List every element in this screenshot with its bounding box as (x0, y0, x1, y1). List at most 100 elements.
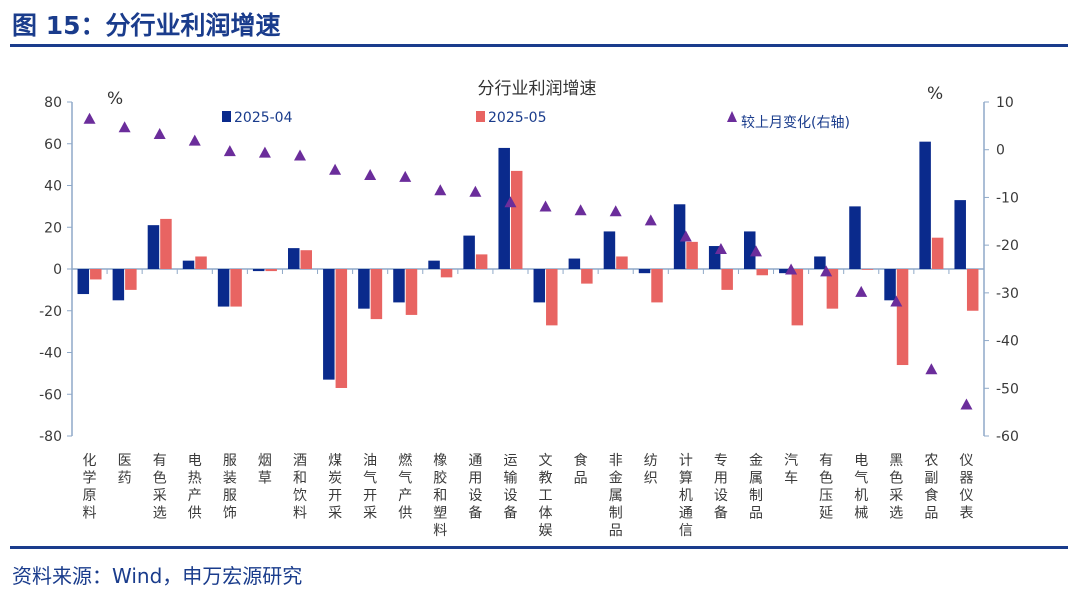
bar-2025-04-非金属制品 (603, 231, 616, 269)
legend-swatch-2025-05 (476, 111, 485, 122)
right-tick-label: 0 (996, 143, 1005, 159)
category-label-通用设备: 通用设备 (468, 453, 482, 522)
legend-swatch-2025-04 (222, 111, 231, 122)
change-point-仪器仪表 (960, 398, 973, 410)
bar-2025-05-有色采选 (160, 218, 172, 269)
change-point-橡胶和塑料 (434, 184, 447, 196)
bar-2025-04-计算机通信 (673, 204, 686, 269)
title-divider (10, 44, 1068, 47)
legend-label-2025-04: 2025-04 (234, 110, 293, 126)
change-point-酒和饮料 (294, 149, 306, 161)
bar-2025-05-服装服饰 (230, 269, 242, 307)
category-label-医药: 医药 (118, 453, 132, 487)
category-label-纺织: 纺织 (644, 453, 658, 487)
chart-title: 分行业利润增速 (478, 79, 597, 99)
bars (77, 141, 979, 388)
bar-2025-04-烟草 (252, 269, 265, 272)
change-points (83, 112, 973, 410)
category-label-燃气产供: 燃气产供 (398, 452, 412, 522)
left-unit: % (107, 89, 123, 109)
bar-2025-05-汽车 (791, 269, 804, 326)
right-tick-label: 10 (996, 95, 1014, 111)
category-label-文教工体娱: 文教工体娱 (539, 453, 553, 539)
bar-2025-04-有色采选 (147, 225, 160, 269)
category-label-专用设备: 专用设备 (714, 453, 728, 522)
left-tick-label: -20 (39, 304, 62, 320)
category-label-有色采选: 有色采选 (153, 453, 167, 522)
bar-2025-04-燃气产供 (393, 269, 405, 303)
bar-2025-04-电热产供 (182, 260, 195, 269)
category-label-农副食品: 农副食品 (924, 453, 938, 522)
figure-title: 图 15：分行业利润增速 (12, 11, 281, 40)
bar-2025-05-黑色采选 (896, 269, 909, 366)
bar-2025-05-仪器仪表 (966, 269, 979, 311)
left-tick-label: 0 (53, 262, 62, 278)
category-label-非金属制品: 非金属制品 (609, 453, 623, 539)
bar-2025-04-煤炭开采 (323, 269, 335, 380)
category-label-电热产供: 电热产供 (188, 453, 202, 522)
bar-2025-05-专用设备 (721, 269, 733, 290)
bar-2025-04-电气机械 (849, 206, 861, 269)
change-point-电热产供 (188, 134, 201, 146)
right-tick-label: -50 (996, 381, 1019, 397)
left-tick-label: -40 (39, 346, 62, 362)
bar-2025-04-服装服饰 (217, 269, 230, 307)
bar-2025-05-金属制品 (756, 269, 768, 276)
bar-2025-05-农副食品 (931, 237, 944, 269)
category-label-运输设备: 运输设备 (503, 453, 517, 522)
bar-2025-05-烟草 (265, 269, 277, 272)
change-point-煤炭开采 (329, 163, 342, 175)
left-tick-label: 60 (44, 137, 62, 153)
bar-2025-04-纺织 (638, 269, 651, 274)
change-point-计算机通信 (679, 230, 692, 242)
bar-2025-05-橡胶和塑料 (440, 269, 453, 278)
category-label-油气开采: 油气开采 (363, 453, 377, 522)
change-point-金属制品 (750, 245, 762, 257)
change-point-服装服饰 (223, 145, 236, 157)
category-label-化学原料: 化学原料 (83, 453, 97, 522)
right-tick-label: -40 (996, 334, 1019, 350)
bar-2025-04-金属制品 (744, 231, 756, 269)
bar-2025-04-专用设备 (708, 246, 721, 269)
bar-2025-05-运输设备 (510, 170, 523, 269)
legend-label-change: 较上月变化(右轴) (741, 115, 850, 131)
change-point-医药 (118, 121, 131, 133)
category-label-金属制品: 金属制品 (749, 453, 763, 522)
bar-2025-04-文教工体娱 (533, 269, 546, 303)
right-tick-label: -10 (996, 190, 1019, 206)
bar-2025-05-酒和饮料 (300, 250, 312, 269)
category-label-电气机械: 电气机械 (854, 453, 868, 522)
change-point-化学原料 (83, 112, 96, 124)
change-point-食品 (574, 204, 587, 216)
bar-2025-04-化学原料 (77, 269, 90, 295)
category-label-煤炭开采: 煤炭开采 (328, 453, 342, 522)
bar-2025-05-煤炭开采 (335, 269, 348, 388)
change-point-电气机械 (855, 285, 868, 297)
source-note: 资料来源：Wind，申万宏源研究 (12, 564, 303, 588)
bar-2025-05-纺织 (651, 269, 663, 303)
bar-2025-04-汽车 (779, 269, 791, 274)
change-point-非金属制品 (609, 205, 622, 217)
right-tick-label: -20 (996, 238, 1019, 254)
bar-2025-05-油气开采 (370, 269, 383, 320)
change-point-运输设备 (504, 196, 517, 208)
legend-marker-change (727, 111, 737, 122)
change-point-有色压延 (820, 265, 833, 277)
left-tick-label: 40 (44, 179, 62, 195)
category-label-食品: 食品 (574, 452, 588, 487)
category-label-酒和饮料: 酒和饮料 (293, 453, 307, 522)
axes: -80 -60 -40 -20 0 20 40 60 80 -60 -50 -40 -30 -20 -10 0… (39, 95, 1019, 445)
source-divider (10, 546, 1068, 549)
bar-2025-04-运输设备 (498, 147, 510, 269)
category-label-仪器仪表: 仪器仪表 (959, 453, 973, 522)
bar-2025-05-食品 (581, 269, 593, 284)
category-label-黑色采选: 黑色采选 (889, 453, 903, 522)
category-label-有色压延: 有色压延 (819, 453, 833, 522)
bar-2025-04-有色压延 (814, 256, 826, 269)
change-point-专用设备 (714, 242, 727, 254)
category-labels: 化学原料 医药 有色采选 电热产供 服装服饰 烟草 酒和饮料 煤炭开采 油气开采 燃气产供 橡胶和塑… (83, 452, 974, 539)
category-label-汽车: 汽车 (784, 453, 798, 487)
bar-2025-04-通用设备 (463, 235, 475, 269)
left-tick-label: 80 (44, 95, 62, 111)
